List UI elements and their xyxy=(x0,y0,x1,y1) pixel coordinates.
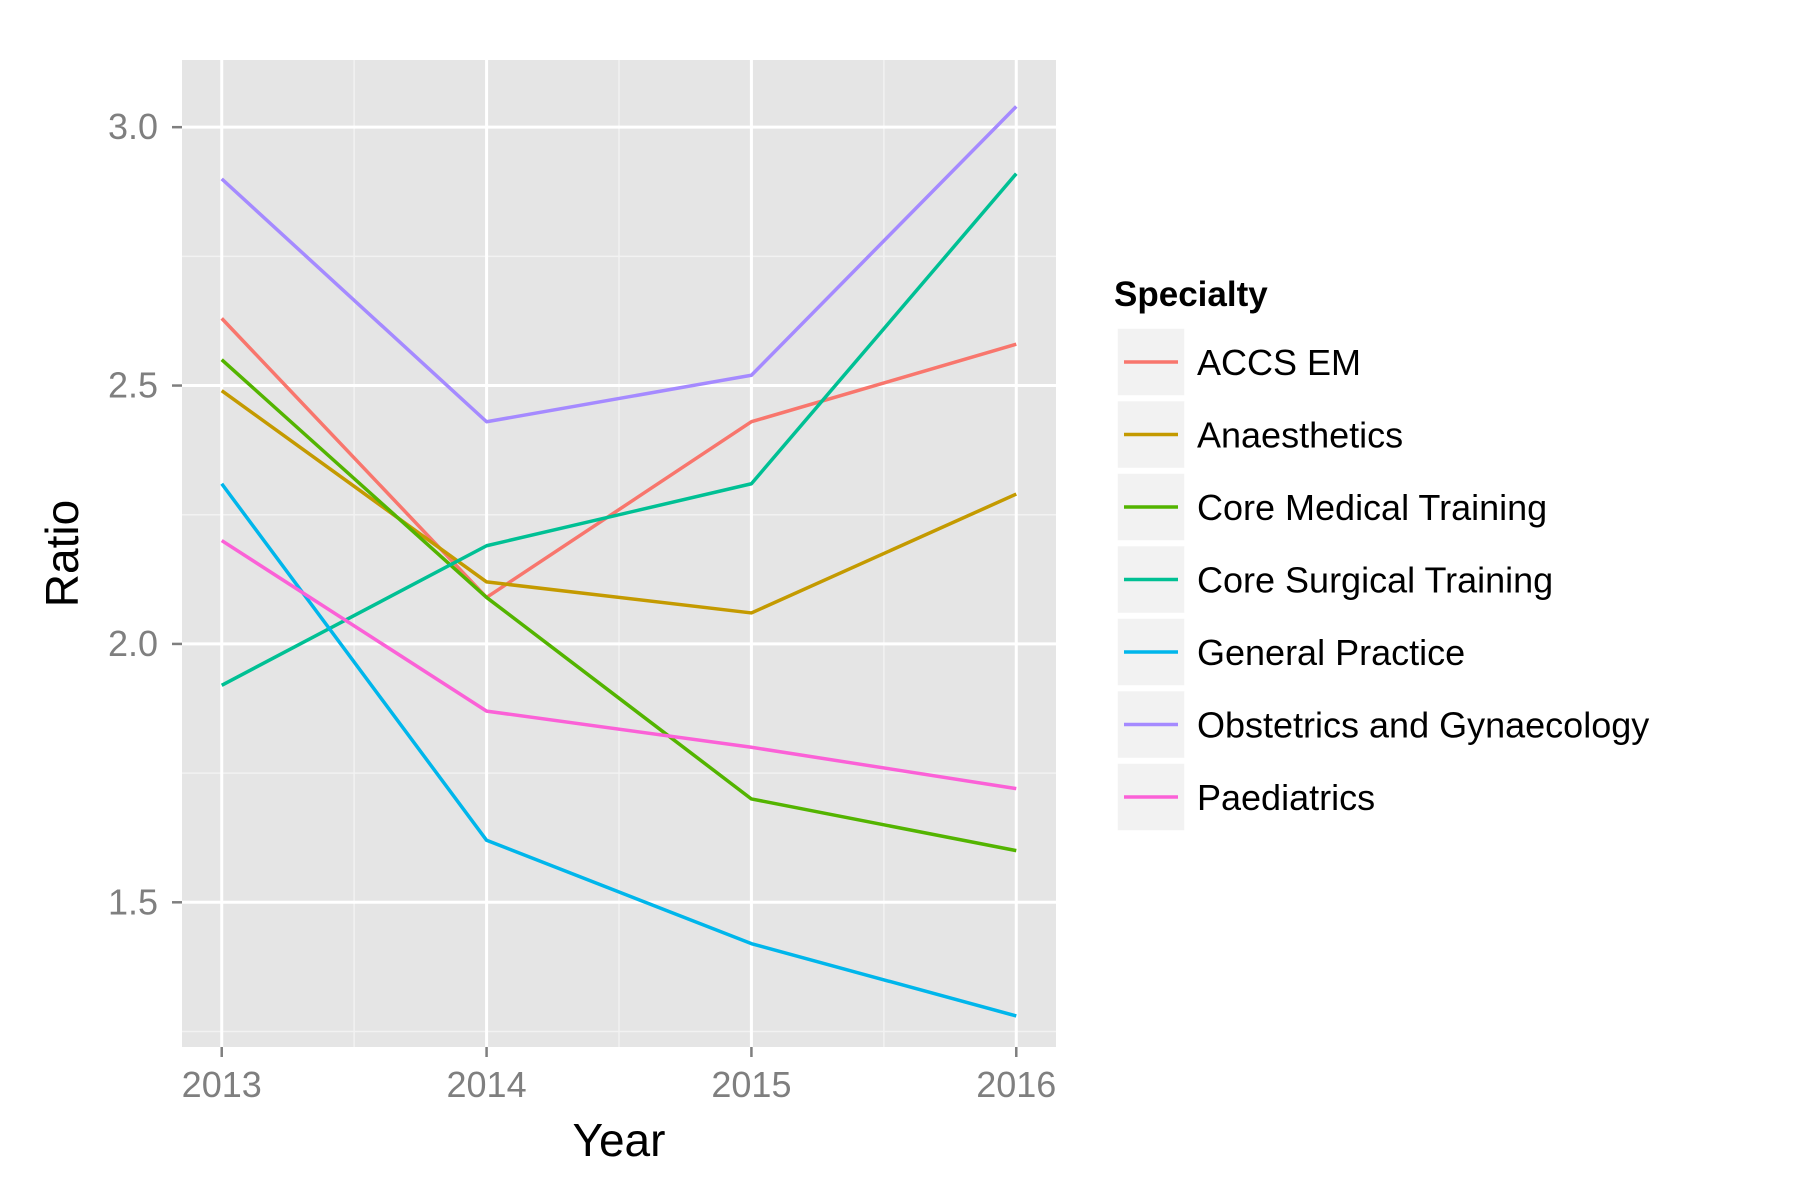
legend-label: ACCS EM xyxy=(1197,342,1361,383)
legend-item-general-practice: General Practice xyxy=(1116,617,1465,687)
legend: Specialty ACCS EM Anaesthetics Core Medica… xyxy=(1114,275,1649,832)
axis-ticks xyxy=(172,125,1018,1057)
legend-item-core-medical-training: Core Medical Training xyxy=(1116,472,1547,542)
legend-label: Obstetrics and Gynaecology xyxy=(1197,705,1649,746)
legend-item-anaesthetics: Anaesthetics xyxy=(1116,399,1403,470)
x-axis-title: Year xyxy=(573,1114,666,1166)
y-tick-label: 2.5 xyxy=(108,365,158,406)
legend-label: Paediatrics xyxy=(1197,777,1375,818)
series-line-core-surgical-training xyxy=(220,172,1018,687)
major-gridlines xyxy=(182,60,1056,1047)
y-axis-title: Ratio xyxy=(36,500,88,607)
series-line-paediatrics xyxy=(220,539,1017,791)
x-tick-label: 2015 xyxy=(711,1064,791,1105)
legend-items: ACCS EM Anaesthetics Core Medical Training… xyxy=(1116,327,1649,832)
y-tick-labels: 1.5 2.0 2.5 3.0 xyxy=(108,106,158,922)
series-line-accs-em xyxy=(220,317,1017,600)
y-tick-label: 3.0 xyxy=(108,106,158,147)
legend-item-obstetrics-and-gynaecology: Obstetrics and Gynaecology xyxy=(1116,689,1649,760)
x-tick-label: 2016 xyxy=(976,1064,1056,1105)
legend-item-core-surgical-training: Core Surgical Training xyxy=(1116,544,1553,615)
y-tick-label: 2.0 xyxy=(108,623,158,664)
legend-label: Core Surgical Training xyxy=(1197,560,1553,601)
series-lines xyxy=(220,105,1018,1018)
y-tick-label: 1.5 xyxy=(108,881,158,922)
x-tick-label: 2013 xyxy=(182,1064,262,1105)
series-line-anaesthetics xyxy=(220,389,1017,615)
legend-item-accs-em: ACCS EM xyxy=(1116,327,1361,397)
x-tick-labels: 2013 2014 2015 2016 xyxy=(182,1064,1057,1105)
series-line-obstetrics-and-gynaecology xyxy=(220,105,1018,424)
legend-label: Anaesthetics xyxy=(1197,415,1403,456)
legend-title: Specialty xyxy=(1114,275,1268,314)
legend-item-paediatrics: Paediatrics xyxy=(1116,762,1375,832)
series-line-general-practice xyxy=(220,482,1017,1018)
legend-label: General Practice xyxy=(1197,632,1465,673)
legend-label: Core Medical Training xyxy=(1197,487,1547,528)
x-tick-label: 2014 xyxy=(447,1064,527,1105)
series-line-core-medical-training xyxy=(220,358,1017,853)
